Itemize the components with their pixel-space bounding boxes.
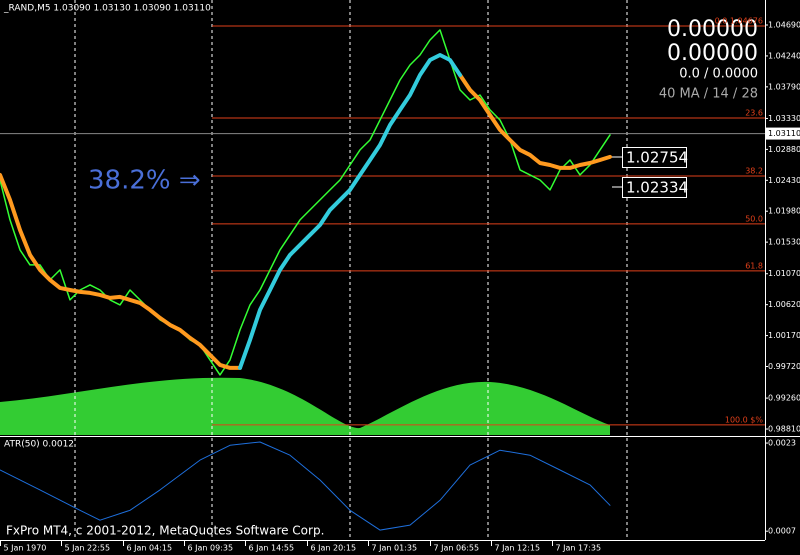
fib-label: 50.0 [745,214,763,223]
series-line [0,73,612,370]
info-text: 40 MA / 14 / 28 [659,87,758,102]
x-tick-label: 6 Jan 20:15 [311,544,357,553]
x-tick-label: 6 Jan 04:15 [127,544,173,553]
y-tick-label: 1.00170 [768,331,800,340]
x-tick-label: 7 Jan 01:35 [372,544,418,553]
fib-label: 38.2 [745,166,763,175]
series-line [238,53,462,370]
info-text: 0.0 / 0.0000 [679,67,758,82]
y-tick-label: 1.04240 [768,51,800,60]
info-text: 0.00000 [667,17,758,42]
y-tick-label: 1.02880 [768,145,800,154]
x-tick-label: 7 Jan 17:35 [556,544,602,553]
y-tick-label: 1.03330 [768,114,800,123]
y-tick-label: 0.0023 [768,439,796,448]
y-tick-label: 1.01980 [768,207,800,216]
y-tick-label: 1.03790 [768,82,800,91]
price-label: 1.02334 [626,179,688,197]
fib-label: 61.8 [745,261,763,270]
y-tick-label: 0.98810 [768,425,800,434]
y-tick-label: 1.02430 [768,176,800,185]
current-price-label: 1.03110 [768,129,800,138]
series-line [0,441,611,531]
series-line [0,29,611,376]
y-tick-label: 1.01070 [768,269,800,278]
chart-title: _RAND,M5 1.03090 1.03130 1.03090 1.03110 [3,4,211,14]
x-tick-label: 6 Jan 14:55 [249,544,295,553]
x-tick-label: 6 Jan 09:35 [188,544,234,553]
fib-label: 23.6 [745,108,763,117]
period-separators [74,0,628,540]
indicator-title: ATR(50) 0.0012 [4,440,74,450]
volume-area [0,377,610,435]
info-text: 0.00000 [667,41,758,66]
x-tick-label: 7 Jan 12:15 [495,544,541,553]
price-label-box [622,147,687,168]
fib-label: 0.0 1.04676 [715,16,763,25]
y-tick-label: 0.99260 [768,394,800,403]
x-tick-label: 5 Jan 22:55 [65,544,111,553]
y-tick-label: 1.01530 [768,238,800,247]
y-tick-label: 0.99720 [768,362,800,371]
price-label-box [622,177,687,198]
annotation: 38.2% ⇒ [88,166,201,196]
x-tick-label: 7 Jan 06:55 [434,544,480,553]
x-tick-label: 5 Jan 1970 [4,544,47,553]
price-label: 1.02754 [626,149,688,167]
y-tick-label: 0.0007 [768,527,796,536]
footer: FxPro MT4, c 2001-2012, MetaQuotes Softw… [6,524,324,538]
current-price-box [766,127,800,140]
y-tick-label: 1.04690 [768,21,800,30]
fib-label: 100.0 $% [725,415,764,424]
y-tick-label: 1.00620 [768,300,800,309]
